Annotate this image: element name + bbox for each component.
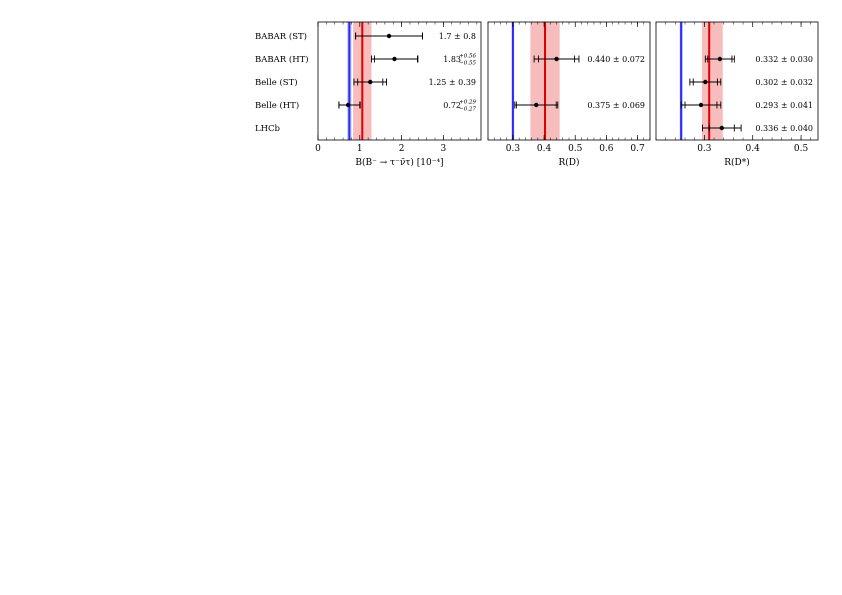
- x-tick-label: 0.5: [568, 144, 583, 154]
- row-labels: BABAR (ST) BABAR (HT) Belle (ST) Belle (HT)…: [255, 31, 309, 134]
- data-point: [554, 56, 559, 62]
- value-label-sup: +0.29: [459, 100, 476, 106]
- x-tick-label: 0.6: [599, 144, 614, 154]
- x-tick-label: 0.3: [697, 144, 712, 154]
- row-label: BABAR (ST): [255, 31, 307, 42]
- row-label: LHCb: [255, 124, 281, 134]
- panel-frame: [317, 21, 482, 141]
- x-tick-label: 0.4: [537, 144, 552, 154]
- data-point: [386, 33, 392, 39]
- data-point: [717, 56, 723, 62]
- x-tick-label: 0.7: [630, 144, 645, 154]
- value-label-sub: −0.55: [459, 61, 476, 67]
- data-point: [345, 102, 351, 108]
- row-label: BABAR (HT): [255, 54, 309, 65]
- value-label: 0.375 ± 0.069: [587, 101, 645, 110]
- value-label: 0.293 ± 0.041: [755, 101, 813, 110]
- x-tick-label: 0: [315, 144, 321, 154]
- data-point: [392, 56, 397, 62]
- value-label: 0.440 ± 0.072: [587, 55, 645, 64]
- value-label: 0.332 ± 0.030: [755, 55, 813, 64]
- data-point: [534, 102, 539, 108]
- x-axis-title: B(B⁻ → τ⁻ν̄τ) [10⁻⁴]: [355, 157, 443, 168]
- x-tick-label: 3: [441, 144, 447, 154]
- panel-r-dstar: 0.3 0.4 0.5 R(D*) 0.332 ± 0.030 0.302 ± 0.032…: [655, 21, 819, 168]
- value-label: 0.72: [443, 101, 461, 110]
- x-tick-label: 0.3: [506, 144, 521, 154]
- plot-area: [679, 22, 723, 140]
- x-tick-label: 1: [357, 144, 363, 154]
- data-point: [719, 125, 724, 131]
- data-point: [368, 79, 373, 85]
- value-label: 1.7 ± 0.8: [439, 32, 476, 41]
- panel-branching-fraction: 0 1 2 3B(B⁻ → τ⁻ν̄τ) [10⁻⁴]1.7 ± 0.8+0.56−0…: [315, 21, 482, 168]
- x-axis-title: R(D): [558, 157, 579, 168]
- value-label-sup: +0.56: [459, 54, 476, 60]
- row-label: Belle (ST): [255, 77, 298, 88]
- x-tick-label: 0.4: [746, 144, 761, 154]
- row-label: Belle (HT): [255, 100, 299, 111]
- x-tick-label: 2: [399, 144, 405, 154]
- x-axis-title: R(D*): [724, 157, 750, 168]
- value-label: 1.25 ± 0.39: [429, 78, 476, 87]
- data-point: [698, 102, 704, 108]
- panel-r-d: 0.3 0.4 0.5 0.6 0.7 R(D) 0.440 ± 0.072 0.375 ± …: [487, 21, 651, 168]
- panel-frame: [655, 21, 819, 141]
- plot-area: [347, 22, 372, 140]
- value-label: 1.83: [443, 55, 461, 64]
- data-point: [703, 79, 708, 85]
- x-tick-label: 0.5: [794, 144, 809, 154]
- value-label-sub: −0.27: [459, 107, 476, 113]
- plot-area: [511, 22, 560, 140]
- average-band: [701, 22, 723, 140]
- value-label: 0.302 ± 0.032: [755, 78, 813, 87]
- value-label: 0.336 ± 0.040: [755, 124, 813, 133]
